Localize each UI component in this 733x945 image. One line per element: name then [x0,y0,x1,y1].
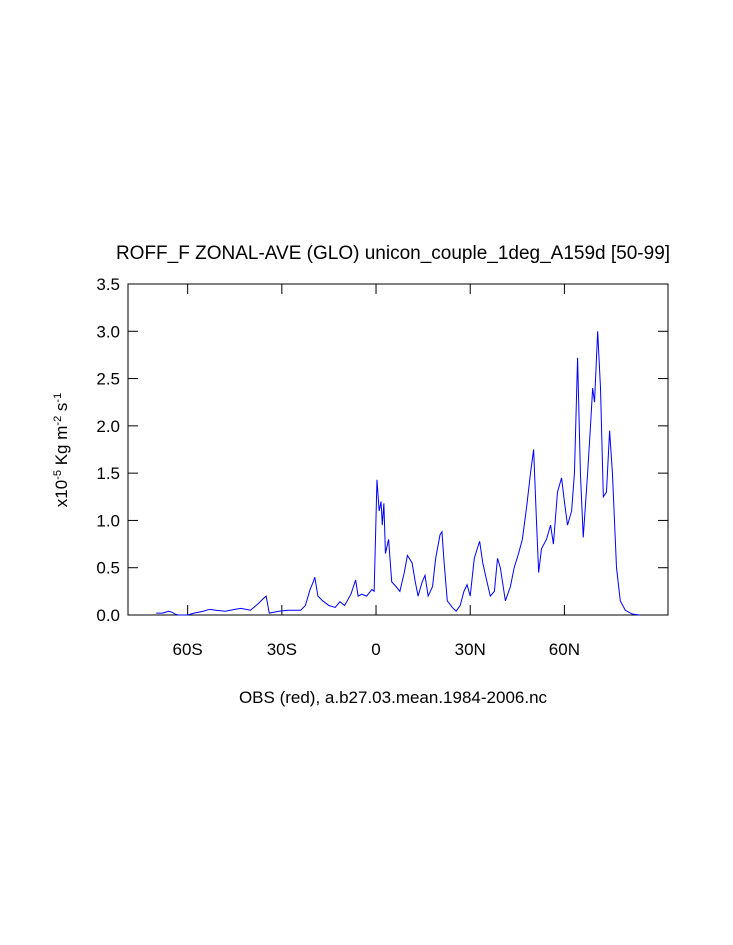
y-label-part: x10 [52,480,71,507]
y-label-superscript: -2 [52,416,64,426]
y-tick-label: 0.5 [96,559,120,578]
data-line [156,331,640,616]
x-tick-label: 30S [267,640,297,659]
plot-frame [127,283,669,616]
chart-title: ROFF_F ZONAL-AVE (GLO) unicon_couple_1de… [116,243,670,264]
x-tick-label: 0 [371,640,380,659]
y-axis-label: x10-5 Kg m-2 s-1 [52,393,71,507]
y-tick-label: 3.0 [96,322,120,341]
y-label-superscript: -5 [52,470,64,480]
y-tick-label: 3.5 [96,275,120,294]
y-tick-label: 1.5 [96,464,120,483]
x-tick-label: 60N [549,640,580,659]
x-tick-label: 60S [173,640,203,659]
y-tick-label: 2.0 [96,417,120,436]
x-tick-label: 30N [455,640,486,659]
y-tick-label: 1.0 [96,511,120,530]
y-tick-label: 0.0 [96,606,120,625]
y-tick-label: 2.5 [96,370,120,389]
y-label-part: s [52,403,71,416]
y-label-superscript: -1 [52,393,64,403]
y-label-part: Kg m [52,426,71,470]
x-axis-label: OBS (red), a.b27.03.mean.1984-2006.nc [239,688,548,707]
